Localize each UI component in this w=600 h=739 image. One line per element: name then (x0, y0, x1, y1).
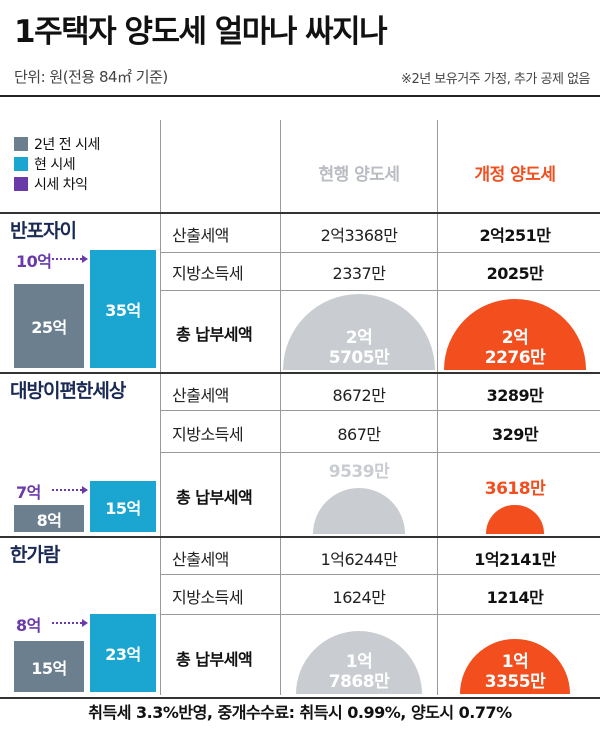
bar-new-price: 23억 (90, 614, 156, 692)
current-total-line1: 1억 (345, 652, 373, 672)
legend-swatch-gain (14, 177, 28, 191)
row-label-local: 지방소득세 (172, 425, 244, 444)
legend-swatch-old (14, 137, 28, 151)
revised-total-line2: 3355만 (484, 672, 546, 692)
current-tax-value: 1억6244만 (320, 550, 398, 569)
column-header-revised: 개정 양도세 (474, 165, 556, 185)
current-total-label: 9539만 (299, 462, 419, 482)
current-total-line1: 2억 (345, 328, 373, 348)
unit-note: 단위: 원(전용 84㎡ 기준) (14, 68, 168, 86)
row-label-total: 총 납부세액 (176, 488, 253, 507)
row-rule (160, 452, 600, 453)
revised-total-semicircle (486, 505, 544, 534)
group-rule-1 (0, 212, 600, 214)
revised-local-value: 329만 (491, 425, 539, 444)
bar-new-price: 35억 (90, 250, 156, 368)
row-rule (160, 614, 600, 615)
current-local-value: 2337만 (332, 264, 386, 283)
region-name: 대방이편한세상 (10, 380, 126, 402)
legend-label-old: 2년 전 시세 (34, 137, 100, 153)
legend-label-gain: 시세 차익 (34, 177, 88, 193)
legend-label-new: 현 시세 (34, 157, 76, 173)
revised-local-value: 1214만 (486, 588, 544, 607)
region-name: 한가람 (10, 544, 60, 566)
row-label-local: 지방소득세 (172, 588, 244, 607)
row-rule (160, 410, 600, 411)
chart-title: 1주택자 양도세 얼마나 싸지나 (14, 14, 388, 50)
row-rule (160, 252, 600, 253)
footer-rule (0, 697, 600, 699)
revised-total-label: 2억 2276만 (455, 328, 575, 368)
revised-tax-value: 3289만 (486, 386, 544, 405)
gain-dotted-line (52, 622, 82, 625)
revised-total-label: 1억 3355만 (455, 652, 575, 692)
current-total-line1: 9539만 (328, 461, 390, 482)
current-local-value: 867만 (337, 425, 381, 444)
row-label-tax: 산출세액 (172, 386, 229, 405)
gain-label: 10억 (16, 252, 52, 271)
revised-total-line1: 2억 (501, 328, 529, 348)
row-label-total: 총 납부세액 (176, 650, 253, 669)
gain-arrow-icon (82, 486, 88, 495)
bar-old-price: 8억 (14, 505, 84, 532)
revised-total-line1: 1억 (501, 652, 529, 672)
gain-arrow-icon (82, 255, 88, 263)
assumption-note: ※2년 보유거주 가정, 추가 공제 없음 (401, 72, 590, 87)
gain-dotted-line (52, 258, 82, 260)
row-rule (160, 574, 600, 575)
divider-current-column (280, 120, 281, 695)
current-total-line2: 5705만 (328, 348, 390, 368)
top-rule (0, 95, 600, 97)
legend: 2년 전 시세 현 시세 시세 차익 (14, 134, 100, 194)
region-name: 반포자이 (10, 220, 77, 242)
legend-item-gain: 시세 차익 (14, 174, 100, 194)
revised-local-value: 2025만 (486, 264, 544, 283)
revised-total-line2: 2276만 (484, 348, 546, 368)
bar-old-price: 25억 (14, 283, 84, 368)
column-header-current: 현행 양도세 (318, 165, 400, 185)
row-rule (160, 290, 600, 291)
bar-new-price: 15억 (90, 481, 156, 532)
gain-label: 7억 (16, 483, 41, 503)
revised-tax-value: 2억251만 (479, 226, 551, 245)
divider-label-column (160, 120, 161, 695)
row-label-local: 지방소득세 (172, 264, 244, 283)
revised-total-label: 3618만 (455, 479, 575, 499)
row-label-tax: 산출세액 (172, 226, 229, 245)
current-total-label: 2억 5705만 (299, 328, 419, 368)
legend-item-new-price: 현 시세 (14, 154, 100, 174)
group-rule-3 (0, 536, 600, 538)
legend-item-old-price: 2년 전 시세 (14, 134, 100, 154)
bar-old-price: 15억 (14, 641, 84, 692)
group-rule-2 (0, 372, 600, 374)
gain-label: 8억 (16, 616, 41, 636)
gain-dotted-line (52, 489, 82, 492)
gain-arrow-icon (82, 619, 88, 628)
divider-revised-column (437, 120, 438, 695)
row-label-tax: 산출세액 (172, 550, 229, 569)
row-label-total: 총 납부세액 (176, 325, 253, 344)
current-tax-value: 8672만 (332, 386, 386, 405)
current-local-value: 1624만 (332, 588, 386, 607)
current-total-line2: 7868만 (328, 672, 390, 692)
revised-total-line1: 3618만 (484, 479, 546, 500)
current-tax-value: 2억3368만 (320, 226, 398, 245)
legend-swatch-new (14, 157, 28, 171)
revised-tax-value: 1억2141만 (474, 550, 556, 569)
footer-note: 취득세 3.3%반영, 중개수수료: 취득시 0.99%, 양도시 0.77% (88, 703, 512, 722)
current-total-label: 1억 7868만 (299, 652, 419, 692)
current-total-semicircle (312, 487, 406, 534)
